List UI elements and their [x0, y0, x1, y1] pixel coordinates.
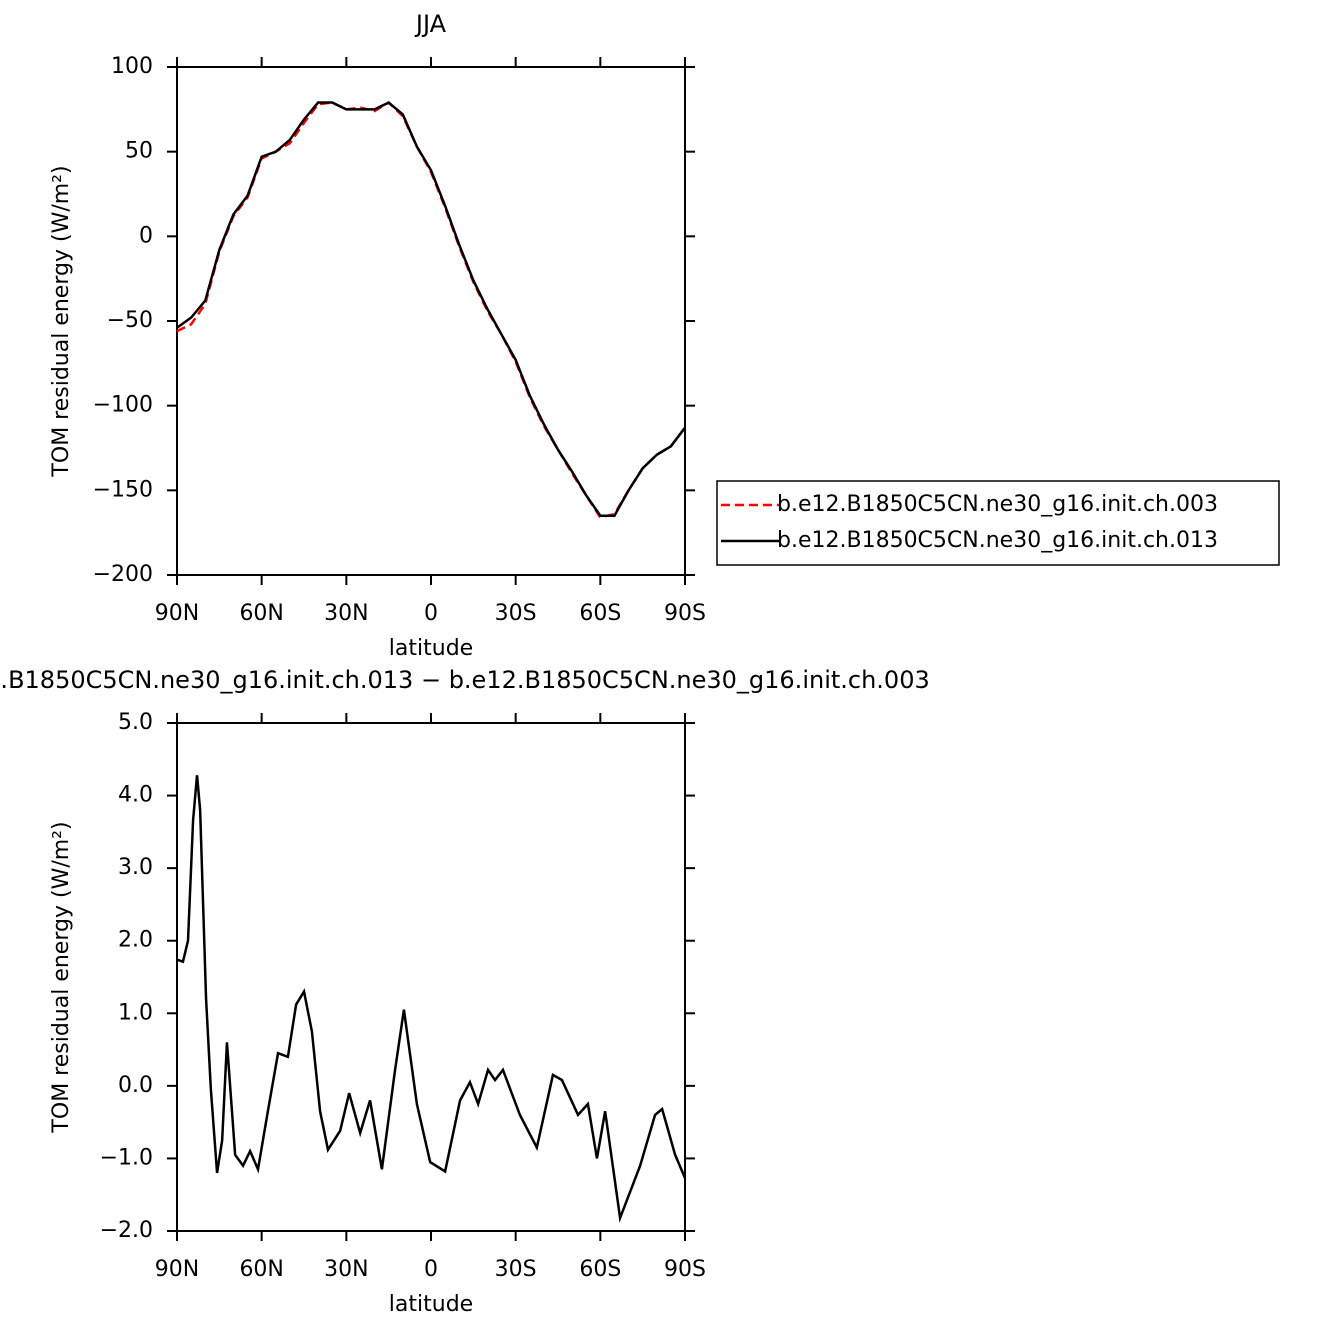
x-tick-label: 90S — [664, 601, 706, 626]
x-tick-label: 90S — [664, 1257, 706, 1282]
y-tick-label: 0.0 — [118, 1073, 153, 1098]
x-axis-label: latitude — [389, 1292, 473, 1317]
x-tick-label: 90N — [155, 1257, 199, 1282]
plot-frame — [176, 66, 686, 576]
x-tick-label: 0 — [424, 1257, 438, 1282]
data-line — [176, 100, 686, 519]
x-axis-label: latitude — [389, 636, 473, 661]
y-tick-label: 3.0 — [118, 855, 153, 880]
y-tick-label: −1.0 — [100, 1145, 153, 1170]
y-tick-label: 2.0 — [118, 928, 153, 953]
y-tick-label: −50 — [107, 308, 153, 333]
y-tick-label: 5.0 — [118, 710, 153, 735]
chart-title: b.e12.B1850C5CN.ne30_g16.init.ch.013 − b… — [0, 666, 930, 694]
y-axis-label: TOM residual energy (W/m²) — [49, 165, 74, 477]
y-tick-label: −200 — [93, 562, 153, 587]
x-tick-label: 60S — [579, 601, 621, 626]
legend-label: b.e12.B1850C5CN.ne30_g16.init.ch.013 — [777, 528, 1218, 553]
x-tick-label: 60N — [239, 601, 283, 626]
y-tick-label: 4.0 — [118, 783, 153, 808]
data-line — [176, 775, 687, 1223]
y-axis-label: TOM residual energy (W/m²) — [49, 821, 74, 1133]
x-tick-label: 90N — [155, 601, 199, 626]
x-tick-label: 30S — [495, 1257, 537, 1282]
x-tick-label: 60S — [579, 1257, 621, 1282]
legend-box — [716, 480, 1280, 566]
data-line — [176, 101, 686, 517]
x-tick-label: 30N — [324, 601, 368, 626]
x-tick-label: 30S — [495, 601, 537, 626]
y-tick-label: 100 — [111, 54, 153, 79]
x-tick-label: 30N — [324, 1257, 368, 1282]
y-tick-label: 50 — [125, 139, 153, 164]
y-tick-label: 1.0 — [118, 1000, 153, 1025]
chart-title: JJA — [414, 10, 447, 38]
y-tick-label: −2.0 — [100, 1218, 153, 1243]
y-tick-label: 0 — [139, 223, 153, 248]
y-tick-label: −100 — [93, 393, 153, 418]
x-tick-label: 0 — [424, 601, 438, 626]
x-tick-label: 60N — [239, 1257, 283, 1282]
y-tick-label: −150 — [93, 477, 153, 502]
legend-label: b.e12.B1850C5CN.ne30_g16.init.ch.003 — [777, 492, 1218, 517]
plot-frame — [176, 722, 686, 1232]
